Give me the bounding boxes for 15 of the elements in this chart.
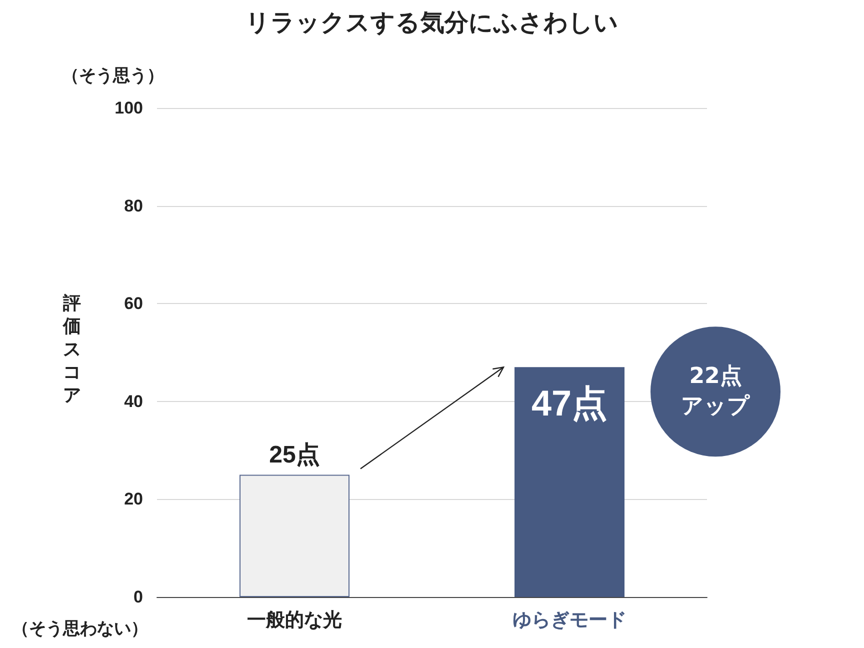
y-tick-label: 80 [124,196,143,216]
y-tick-label: 100 [114,98,143,118]
x-tick-label: ゆらぎモード [512,610,626,631]
annotation: 22点アップ [680,362,750,421]
y-axis-title: 評価スコア [62,292,82,407]
text: （そう思わない） [12,618,148,640]
data-label: 47点 [531,382,608,424]
y-tick-label: 60 [124,294,143,314]
x-tick-label: 一般的な光 [247,609,342,631]
text: （そう思う） [62,65,164,87]
y-tick-label: 0 [134,588,143,606]
y-tick-label: 40 [124,392,143,411]
y-tick-label: 20 [124,490,143,509]
chart-title: リラックスする気分にふさわしい [246,10,618,36]
data-label: 25点 [269,441,320,468]
